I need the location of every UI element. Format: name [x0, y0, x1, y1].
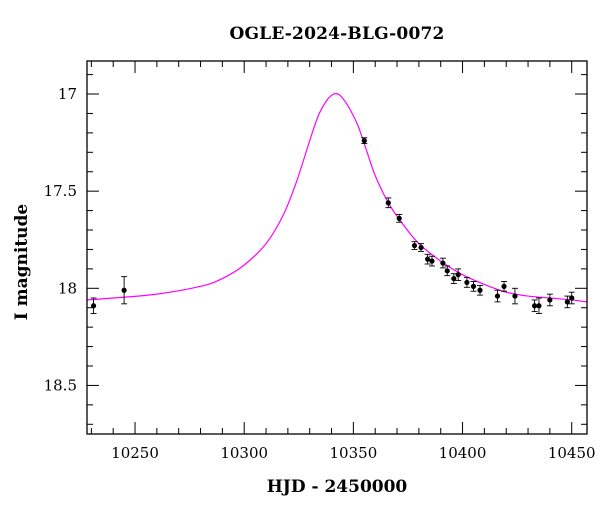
- y-tick-label: 17.5: [44, 182, 77, 200]
- data-point: [568, 291, 575, 305]
- data-point: [494, 289, 501, 303]
- chart-title: OGLE-2024-BLG-0072: [229, 24, 445, 44]
- data-marker: [425, 256, 431, 262]
- data-marker: [411, 242, 418, 249]
- data-marker: [455, 272, 461, 278]
- plot-frame: [86, 60, 588, 435]
- data-point: [531, 299, 538, 313]
- data-marker: [440, 260, 446, 266]
- x-tick-label: 10350: [330, 444, 378, 462]
- data-point: [546, 293, 553, 307]
- x-tick-label: 10450: [548, 444, 596, 462]
- data-point: [411, 241, 418, 250]
- data-marker: [361, 138, 367, 144]
- data-marker: [477, 287, 483, 293]
- data-marker: [531, 303, 538, 309]
- x-tick-label: 10300: [220, 444, 268, 462]
- data-marker: [451, 275, 457, 282]
- data-point: [535, 297, 542, 315]
- y-tick-label: 18.5: [44, 376, 77, 394]
- data-marker: [418, 244, 424, 251]
- data-marker: [464, 279, 470, 286]
- data-point: [121, 276, 128, 305]
- data-point: [564, 295, 571, 309]
- x-tick-label: 10250: [111, 444, 159, 462]
- data-point: [501, 281, 508, 292]
- data-point: [361, 137, 368, 145]
- data-marker: [396, 215, 402, 221]
- data-point: [90, 297, 97, 315]
- data-point: [428, 255, 435, 267]
- data-marker: [512, 293, 518, 299]
- data-marker: [501, 283, 507, 289]
- data-marker: [470, 283, 477, 289]
- data-marker: [569, 295, 575, 301]
- data-point: [444, 265, 451, 277]
- y-tick-label: 17: [58, 85, 77, 103]
- data-point: [511, 287, 518, 305]
- data-point: [463, 277, 470, 288]
- data-point: [470, 281, 477, 292]
- y-tick-label: 18: [58, 279, 77, 297]
- model-curve: [86, 92, 588, 303]
- data-point: [439, 257, 446, 269]
- data-point: [396, 214, 403, 223]
- data-marker: [121, 287, 127, 293]
- data-point: [455, 268, 462, 281]
- data-marker: [429, 258, 435, 264]
- x-tick-label: 10400: [439, 444, 487, 462]
- data-point: [477, 284, 484, 296]
- data-point: [385, 197, 392, 209]
- x-axis-label: HJD - 2450000: [266, 477, 408, 497]
- data-point: [450, 273, 457, 284]
- data-marker: [385, 200, 391, 206]
- data-marker: [547, 297, 553, 303]
- data-point: [424, 253, 431, 265]
- data-marker: [494, 293, 501, 299]
- data-point: [418, 243, 425, 252]
- data-marker: [444, 268, 450, 274]
- data-marker: [564, 299, 570, 305]
- data-marker: [536, 303, 542, 309]
- data-marker: [90, 303, 97, 309]
